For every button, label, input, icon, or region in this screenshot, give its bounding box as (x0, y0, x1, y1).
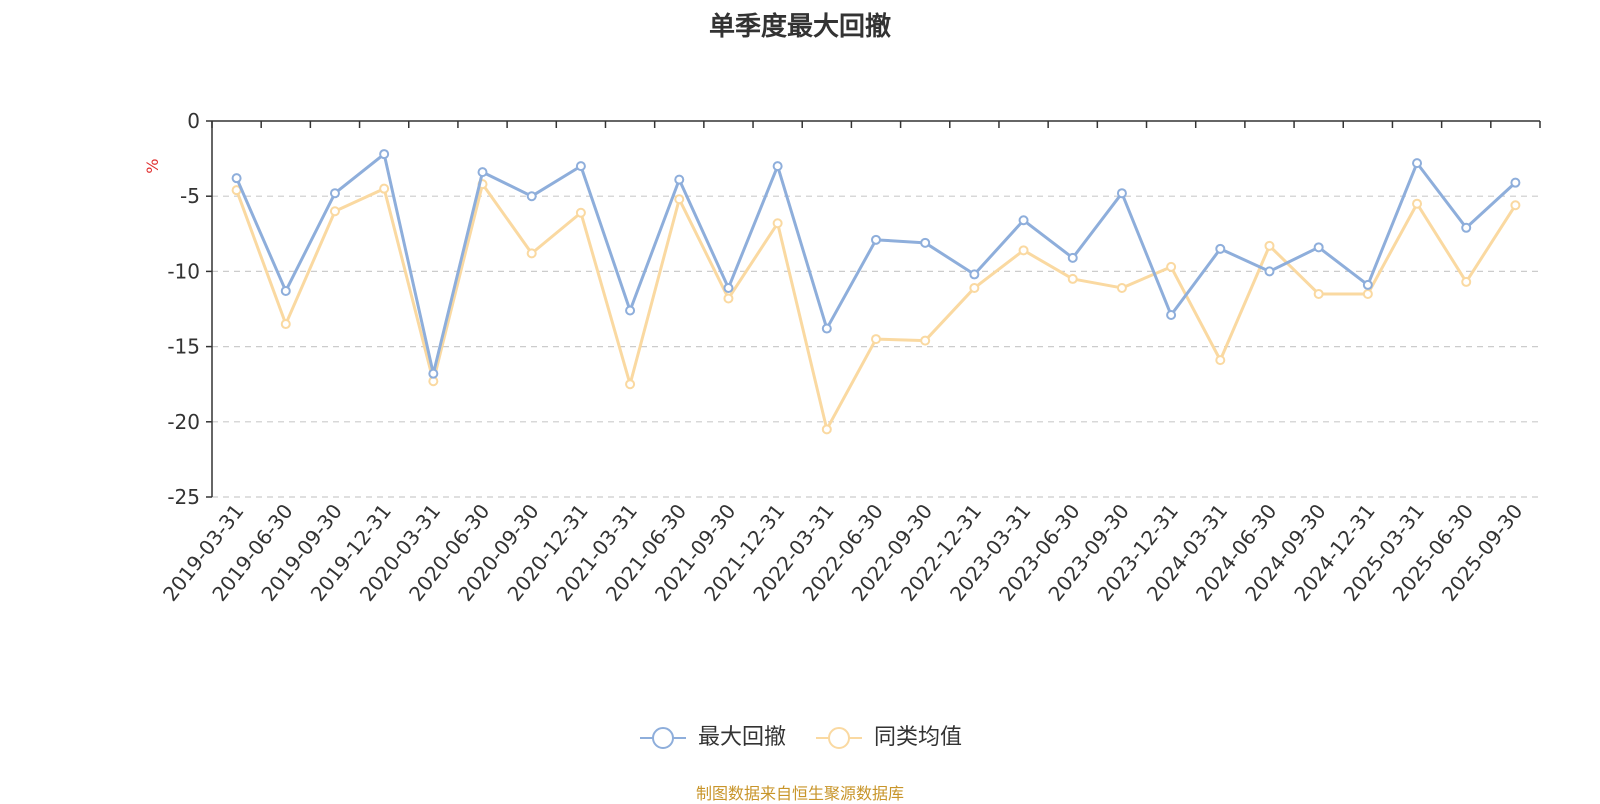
data-point (772, 218, 783, 229)
data-point (1412, 158, 1423, 169)
data-point (1264, 240, 1275, 251)
data-point (477, 167, 488, 178)
data-point (723, 282, 734, 293)
series-line (235, 182, 1517, 431)
chart-title: 单季度最大回撤 (708, 12, 891, 42)
legend-item-max-drawdown[interactable]: 最大回撤 (638, 724, 786, 752)
data-point (280, 285, 291, 296)
data-point (280, 319, 291, 330)
data-point (772, 161, 783, 172)
data-point (1362, 279, 1373, 290)
data-point (575, 161, 586, 172)
data-point (1362, 288, 1373, 299)
legend-marker-max-drawdown (639, 727, 686, 749)
data-point (821, 424, 832, 435)
data-point (379, 183, 390, 194)
data-point (1018, 245, 1029, 256)
data-point (1116, 282, 1127, 293)
y-tick-label: -10 (167, 259, 200, 283)
legend: 最大回撤 同类均值 (0, 724, 1600, 752)
y-tick-label: 0 (187, 109, 200, 133)
data-point (1510, 177, 1521, 188)
y-tick-label: -15 (167, 335, 200, 359)
data-point (969, 282, 980, 293)
legend-marker-peer-average (816, 727, 862, 749)
data-point (1461, 222, 1472, 233)
y-tick-label: -25 (167, 485, 200, 509)
legend-label: 最大回撤 (697, 725, 786, 750)
data-point (1166, 310, 1177, 321)
data-point (1461, 276, 1472, 287)
data-point (428, 368, 439, 379)
data-point (1215, 243, 1226, 254)
data-point (1510, 200, 1521, 211)
data-point (1215, 355, 1226, 366)
data-point (1067, 252, 1078, 263)
data-point (969, 269, 980, 280)
data-point (526, 248, 537, 259)
data-point (231, 173, 242, 184)
data-point (1412, 198, 1423, 209)
source-note: 制图数据来自恒生聚源数据库 (695, 784, 904, 803)
data-point (1313, 288, 1324, 299)
data-point (871, 234, 881, 245)
legend-label: 同类均值 (874, 725, 963, 750)
y-axis-unit: % (143, 159, 162, 174)
data-point (329, 188, 340, 199)
data-point (625, 379, 636, 390)
data-point (1018, 215, 1029, 226)
data-point (526, 191, 537, 202)
data-point (575, 207, 586, 218)
data-point (1264, 266, 1275, 277)
legend-item-peer-average[interactable]: 同类均值 (814, 724, 962, 752)
data-point (1116, 188, 1127, 199)
data-point (920, 237, 931, 248)
data-point (1313, 242, 1324, 253)
data-point (1166, 261, 1177, 272)
data-point (723, 293, 734, 304)
data-point (625, 305, 636, 316)
y-tick-label: -5 (180, 184, 200, 208)
data-point (674, 174, 685, 185)
data-point (871, 334, 881, 345)
data-point (920, 335, 931, 346)
data-point (329, 206, 340, 217)
data-point (379, 149, 390, 160)
data-point (1067, 273, 1078, 284)
data-point (821, 323, 832, 334)
y-tick-label: -20 (167, 410, 200, 434)
data-point (674, 194, 685, 205)
